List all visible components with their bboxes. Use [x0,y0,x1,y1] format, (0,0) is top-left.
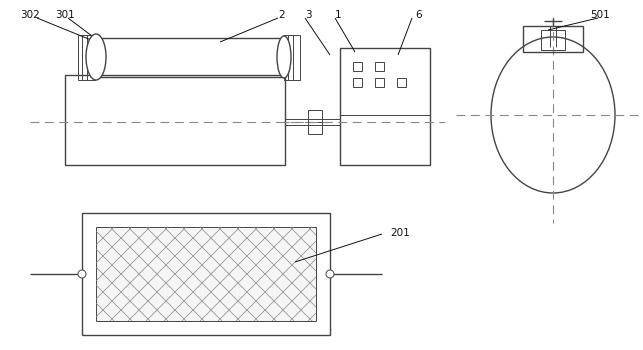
Text: 301: 301 [55,10,75,20]
Text: 3: 3 [305,10,312,20]
Bar [340,48,430,165]
Bar [353,78,362,87]
Bar [375,78,384,87]
Ellipse shape [86,34,106,80]
Text: 6: 6 [415,10,422,20]
Bar [284,35,300,80]
Bar [96,227,316,321]
Bar [541,30,565,50]
Bar [308,110,322,134]
Text: 302: 302 [20,10,40,20]
Bar [65,75,285,165]
Text: 501: 501 [590,10,610,20]
Bar [82,213,330,335]
Circle shape [326,270,334,278]
Bar [78,35,95,80]
Ellipse shape [491,37,615,193]
Circle shape [78,270,86,278]
Bar [523,26,583,52]
Bar [397,78,406,87]
Text: 2: 2 [278,10,285,20]
Bar [353,62,362,71]
Bar [375,62,384,71]
Ellipse shape [277,36,291,78]
Text: 201: 201 [390,228,410,238]
Text: 1: 1 [335,10,341,20]
Bar [96,38,284,77]
